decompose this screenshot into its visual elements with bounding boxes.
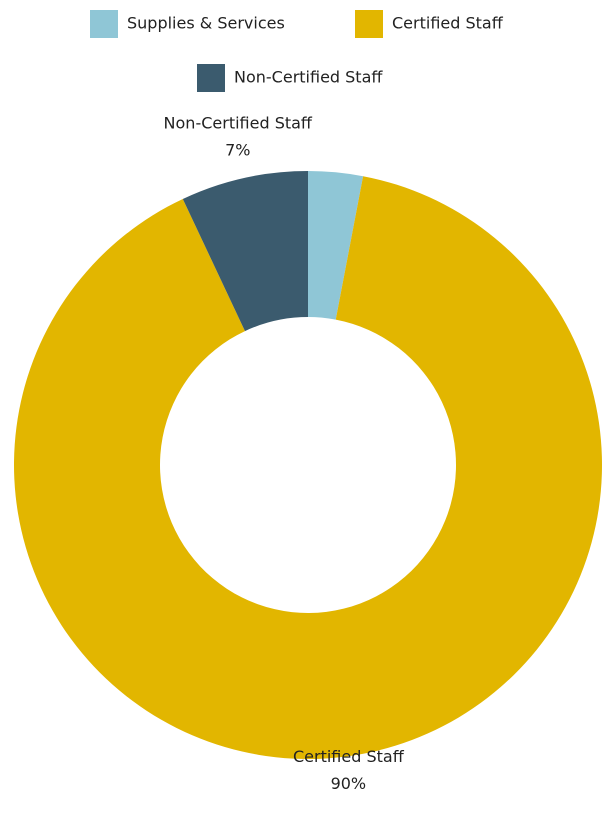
slice-name: Non-Certified Staff (164, 113, 313, 132)
slice-value-label: 90% (331, 774, 367, 793)
donut-slice (308, 171, 364, 320)
legend-label: Non-Certified Staff (234, 68, 383, 87)
donut-slice (13, 176, 603, 760)
slice-name: Certified Staff (293, 747, 405, 766)
donut-slice (182, 171, 308, 332)
legend-swatch (197, 64, 225, 92)
legend-label: Supplies & Services (127, 14, 285, 33)
legend-swatch (90, 10, 118, 38)
legend-label: Certified Staff (392, 14, 504, 33)
legend-swatch (355, 10, 383, 38)
slice-value-label: 7% (225, 140, 250, 159)
